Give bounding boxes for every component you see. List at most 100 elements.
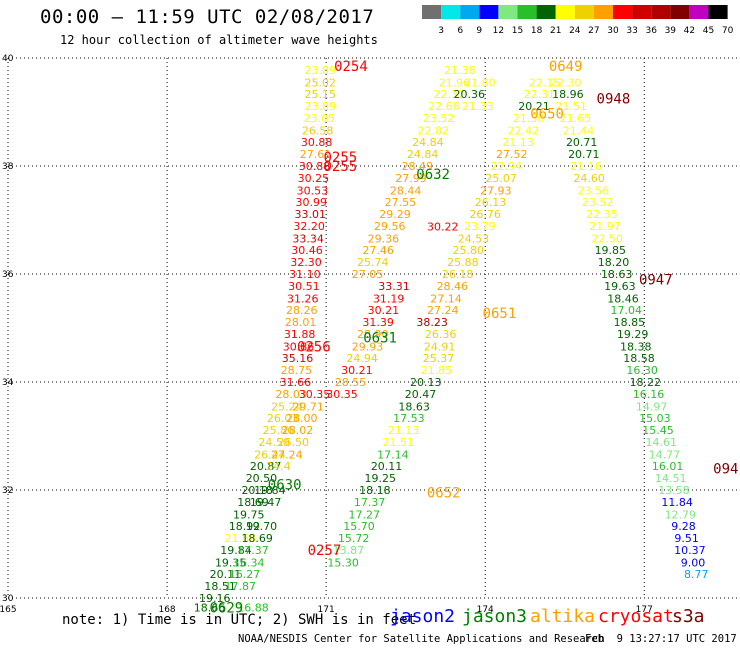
swh-point: 30.46 xyxy=(291,244,323,257)
swh-point: 21.33 xyxy=(462,100,494,113)
footer-credit: NOAA/NESDIS Center for Satellite Applica… xyxy=(238,633,605,645)
swh-point: 22.15 xyxy=(529,76,561,89)
chart-title: 00:00 – 11:59 UTC 02/08/2017 xyxy=(40,6,375,28)
swh-point: 27.52 xyxy=(496,148,528,161)
swh-point: 11.84 xyxy=(661,496,693,509)
swh-point: 17.37 xyxy=(237,544,269,557)
swh-point: 27.61 xyxy=(300,148,332,161)
swh-point: 29.36 xyxy=(368,232,400,245)
swh-point: 24.84 xyxy=(412,136,444,149)
swh-point: 15.03 xyxy=(639,412,671,425)
swh-point: 27.55 xyxy=(385,196,417,209)
swh-point: 20.11 xyxy=(371,460,403,473)
swh-point: 24.50 xyxy=(258,436,290,449)
swh-point: 25.24 xyxy=(271,400,303,413)
scale-label: 45 xyxy=(703,26,714,36)
swh-point: 20.71 xyxy=(568,148,600,161)
time-label: 0256 xyxy=(297,339,331,355)
y-tick-label: 30 xyxy=(2,594,14,604)
scale-swatch xyxy=(593,5,613,19)
swh-point: 31.39 xyxy=(362,316,394,329)
swh-point: 27.99 xyxy=(395,172,427,185)
swh-point: 14.51 xyxy=(655,472,687,485)
scale-swatch xyxy=(632,5,652,19)
swh-point: 28.90 xyxy=(357,328,389,341)
swh-point: 25.15 xyxy=(305,88,337,101)
swh-point: 17.37 xyxy=(354,496,386,509)
y-tick-label: 36 xyxy=(2,270,14,280)
swh-point: 21.65 xyxy=(560,112,592,125)
swh-point: 17.27 xyxy=(349,508,381,521)
time-label: 094 xyxy=(713,461,738,477)
swh-point: 25.74 xyxy=(357,256,389,269)
time-label: 0947 xyxy=(639,272,673,288)
swh-point: 18.18 xyxy=(359,484,391,497)
swh-point: 19.16 xyxy=(199,592,231,605)
x-tick-label: 171 xyxy=(318,605,335,615)
swh-point: 19.85 xyxy=(595,244,627,257)
swh-point: 19.35 xyxy=(215,556,247,569)
time-label: 0254 xyxy=(334,59,368,75)
swh-point: 21.68 xyxy=(224,532,256,545)
scale-swatch xyxy=(613,5,633,19)
swh-point: 18.22 xyxy=(630,376,662,389)
scale-label: 30 xyxy=(607,26,619,36)
swh-point: 22.37 xyxy=(433,88,465,101)
swh-point: 38.23 xyxy=(416,316,448,329)
swh-point: 20.21 xyxy=(518,100,550,113)
swh-point: 23.89 xyxy=(305,100,337,113)
swh-point: 27.46 xyxy=(362,244,394,257)
scale-label: 36 xyxy=(645,26,657,36)
swh-point: 18.58 xyxy=(623,352,655,365)
legend-jason2: jason2 xyxy=(390,606,456,627)
y-tick-label: 32 xyxy=(2,486,13,496)
swh-point: 31.10 xyxy=(289,268,321,281)
swh-point: 22.82 xyxy=(417,124,449,137)
swh-point: 25.80 xyxy=(452,244,484,257)
swh-point: 26.44 xyxy=(254,448,286,461)
swh-point: 8.77 xyxy=(684,568,709,581)
swh-point: 15.30 xyxy=(327,556,359,569)
swh-point: 21.44 xyxy=(563,124,595,137)
swh-point: 22.42 xyxy=(508,124,540,137)
time-label: 0650 xyxy=(530,107,564,123)
swh-point: 26.76 xyxy=(469,208,501,221)
swh-point: 20.47 xyxy=(405,388,437,401)
swh-point: 23.89 xyxy=(305,64,337,77)
swh-point: 28.55 xyxy=(335,376,367,389)
scale-label: 27 xyxy=(588,26,599,36)
scale-label: 18 xyxy=(531,26,543,36)
swh-point: 24.60 xyxy=(573,172,605,185)
swh-point: 16.16 xyxy=(633,388,665,401)
swh-point: 21.16 xyxy=(570,160,602,173)
time-label: 0255 xyxy=(323,159,357,175)
swh-point: 31.19 xyxy=(373,292,405,305)
swh-point: 22.30 xyxy=(550,76,582,89)
swh-point: 17.87 xyxy=(224,580,256,593)
swh-point: 20.71 xyxy=(566,136,598,149)
scale-swatch xyxy=(555,5,575,19)
scale-swatch xyxy=(479,5,499,19)
swh-point: 35.16 xyxy=(282,352,314,365)
swh-point: 32.20 xyxy=(293,220,325,233)
swh-point: 19.29 xyxy=(617,328,649,341)
swh-point: 21.13 xyxy=(388,424,420,437)
scale-label: 24 xyxy=(569,26,581,36)
swh-point: 24.94 xyxy=(346,352,378,365)
swh-point: 25.02 xyxy=(305,76,337,89)
scale-swatch xyxy=(670,5,690,19)
swh-point: 30.88 xyxy=(301,136,333,149)
swh-point: 17.53 xyxy=(393,412,425,425)
swh-point: 16.01 xyxy=(652,460,684,473)
time-label: 0631 xyxy=(363,331,397,347)
swh-point: 29.93 xyxy=(352,340,384,353)
scale-label: 42 xyxy=(684,26,695,36)
swh-point: 20.87 xyxy=(250,460,282,473)
swh-point: 27.93 xyxy=(480,184,512,197)
swh-point: 28.00 xyxy=(286,412,318,425)
swh-point: 26.58 xyxy=(302,124,334,137)
swh-point: 33.01 xyxy=(294,208,326,221)
scale-swatch xyxy=(460,5,480,19)
swh-point: 29.71 xyxy=(292,400,324,413)
time-label: 0630 xyxy=(268,478,302,494)
